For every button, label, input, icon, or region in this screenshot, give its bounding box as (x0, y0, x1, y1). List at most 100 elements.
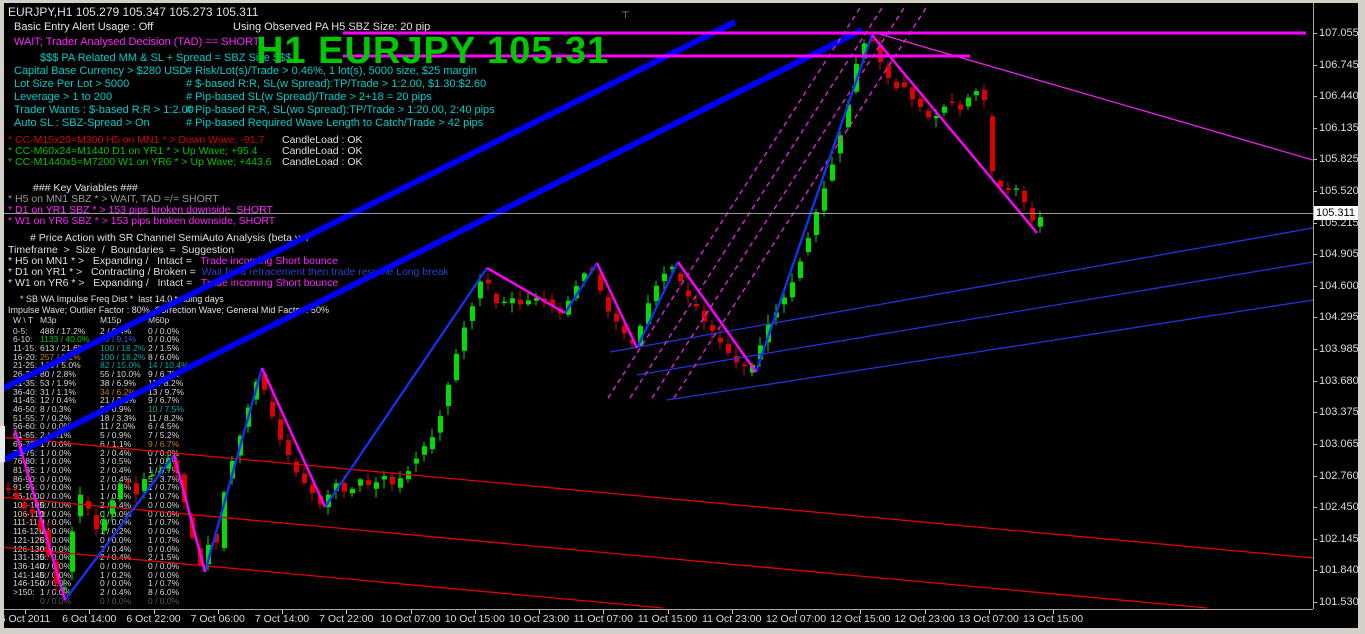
price-tick (1313, 285, 1317, 287)
freq-table-cell: 0 / 0.0% (40, 482, 72, 493)
candle-body (374, 482, 379, 489)
price-label: 102.450 (1319, 501, 1359, 514)
candle-body (758, 345, 763, 360)
time-label: 6 Oct 14:00 (62, 613, 117, 625)
freq-table-cell: 116-120: (13, 526, 46, 537)
price-label: 101.840 (1319, 564, 1359, 577)
price-label: 102.760 (1319, 469, 1359, 482)
info-line: # Price Action with SR Channel SemiAuto … (30, 233, 310, 244)
info-text: Using Observed PA H5 SBZ Size: 20 pip (233, 21, 431, 33)
time-tick (217, 610, 219, 614)
candle-body (622, 325, 627, 334)
candle-body (462, 327, 467, 351)
candle-body (398, 478, 403, 488)
price-label: 103.375 (1319, 406, 1359, 419)
freq-table-cell: 55 / 10.0% (100, 369, 141, 380)
candle-body (390, 476, 395, 485)
red-channel-lines (0, 436, 1313, 609)
window-splitter-handle[interactable] (0, 426, 5, 462)
freq-table-row: 11-15: 613 / 21.6% 100 / 18.2% 2 / 1.5% (0, 344, 260, 353)
freq-table-cell: 2 / 0.4% (100, 447, 132, 458)
info-text: WAIT; Trader Analysed Decision (TAD) == … (14, 36, 260, 48)
time-label: 13 Oct 07:00 (958, 613, 1019, 625)
freq-table-cell: 26-30: (13, 369, 38, 380)
candle-body (278, 419, 283, 440)
freq-table-cell: 0 / 0.0% (100, 578, 132, 589)
candle-body (510, 298, 515, 304)
info-line: Leverage > 1 to 200 (14, 92, 112, 103)
candle-body (1014, 188, 1019, 190)
candle-body (726, 343, 731, 353)
price-label: 103.985 (1319, 343, 1359, 356)
candle-body (862, 43, 867, 59)
price-label: 107.055 (1319, 27, 1359, 39)
freq-table-cell: 0 / 0.0% (100, 508, 132, 519)
axis-separator-horizontal (4, 609, 1313, 610)
candle-body (438, 416, 443, 433)
freq-table-cell: 0 / 0.0% (148, 526, 180, 537)
info-text: Auto SL : SBZ-Spread > On (14, 117, 150, 129)
freq-table-cell: 0 / 0.0% (148, 569, 180, 580)
window-border-left (0, 0, 4, 634)
candle-body (62, 587, 67, 590)
candle-body (798, 261, 803, 279)
freq-table-cell: 5 / 0.9% (100, 430, 132, 441)
time-label: 12 Oct 07:00 (765, 613, 827, 625)
freq-table-cell: 6 / 4.5% (148, 421, 180, 432)
price-tick (1313, 317, 1317, 319)
info-text: CandleLoad : OK (282, 134, 363, 146)
time-label: 13 Oct 15:00 (1022, 613, 1084, 625)
candle-body (598, 274, 603, 291)
candle-body (286, 440, 291, 456)
freq-table-cell: 8 / 6.0% (148, 351, 180, 362)
freq-table-header: W \ T M3p M15p M60p (0, 316, 260, 325)
freq-table-cell: 66-70: (13, 438, 38, 449)
price-tick (1313, 507, 1317, 509)
axis-separator-vertical (1313, 3, 1314, 609)
candle-body (678, 273, 683, 281)
freq-table-cell: 91-95: (13, 482, 38, 493)
price-tick (1313, 601, 1317, 603)
info-line: * CC-M60x24=M1440 D1 on YR1 * > Up Wave;… (8, 146, 258, 157)
candle-body (350, 488, 355, 494)
candle-body (710, 324, 715, 331)
candle-body (142, 478, 147, 492)
price-chart-canvas[interactable] (0, 0, 1313, 609)
freq-table-cell: 1 / 0.7% (148, 491, 180, 502)
time-tick (603, 610, 605, 614)
price-tick (1313, 33, 1317, 34)
info-line: Lot Size Per Lot > 5000 (14, 79, 129, 90)
price-label: 104.295 (1319, 311, 1359, 324)
info-line: * W1 on YR6 SBZ * > 153 pips broken down… (8, 216, 275, 227)
price-label: 105.520 (1319, 185, 1359, 198)
freq-table-cell: 11 / 2.0% (100, 421, 136, 432)
candle-body (422, 446, 427, 455)
freq-table-cell: 1 / 0.0% (40, 465, 72, 476)
major-trendlines (0, 19, 864, 465)
price-tick (1313, 570, 1317, 572)
candle-body (742, 364, 747, 367)
freq-table-cell: 2 / 0.4% (100, 587, 132, 598)
price-label: 104.600 (1319, 279, 1359, 292)
price-label: 106.135 (1319, 121, 1359, 134)
candle-body (630, 339, 635, 344)
info-line: Impulse Wave; Outlier Factor : 80% Corre… (8, 306, 329, 315)
info-text: * W1 on YR6 SBZ * > 153 pips broken down… (8, 215, 276, 227)
freq-table-cell: M15p (100, 315, 122, 325)
chart-watermark: H1 EURJPY 105.31 (256, 30, 610, 72)
magenta-trendline (875, 32, 1313, 161)
candle-body (646, 303, 651, 325)
info-text: * CC-M15x20=M300 H5 on MN1 * > Down Wave… (8, 134, 265, 146)
current-price-tag: 105.311 (1314, 206, 1365, 220)
freq-table-row: 146-150: 0 / 0.0% 0 / 0.0% 1 / 0.7% (0, 579, 260, 588)
price-tick (1313, 222, 1317, 224)
candle-body (342, 482, 347, 492)
info-text: Lot Size Per Lot > 5000 (14, 78, 130, 90)
info-line: CandleLoad : OK (282, 135, 363, 146)
freq-table-row: 0 / 0.0% 0 / 0.0% 0 / 0.0% (0, 597, 260, 606)
price-label: 102.145 (1319, 532, 1359, 545)
info-line: Basic Entry Alert Usage : Off (14, 22, 153, 33)
freq-table-cell: 111-115: (13, 517, 45, 528)
candle-body (822, 188, 827, 211)
candle-body (150, 474, 155, 477)
